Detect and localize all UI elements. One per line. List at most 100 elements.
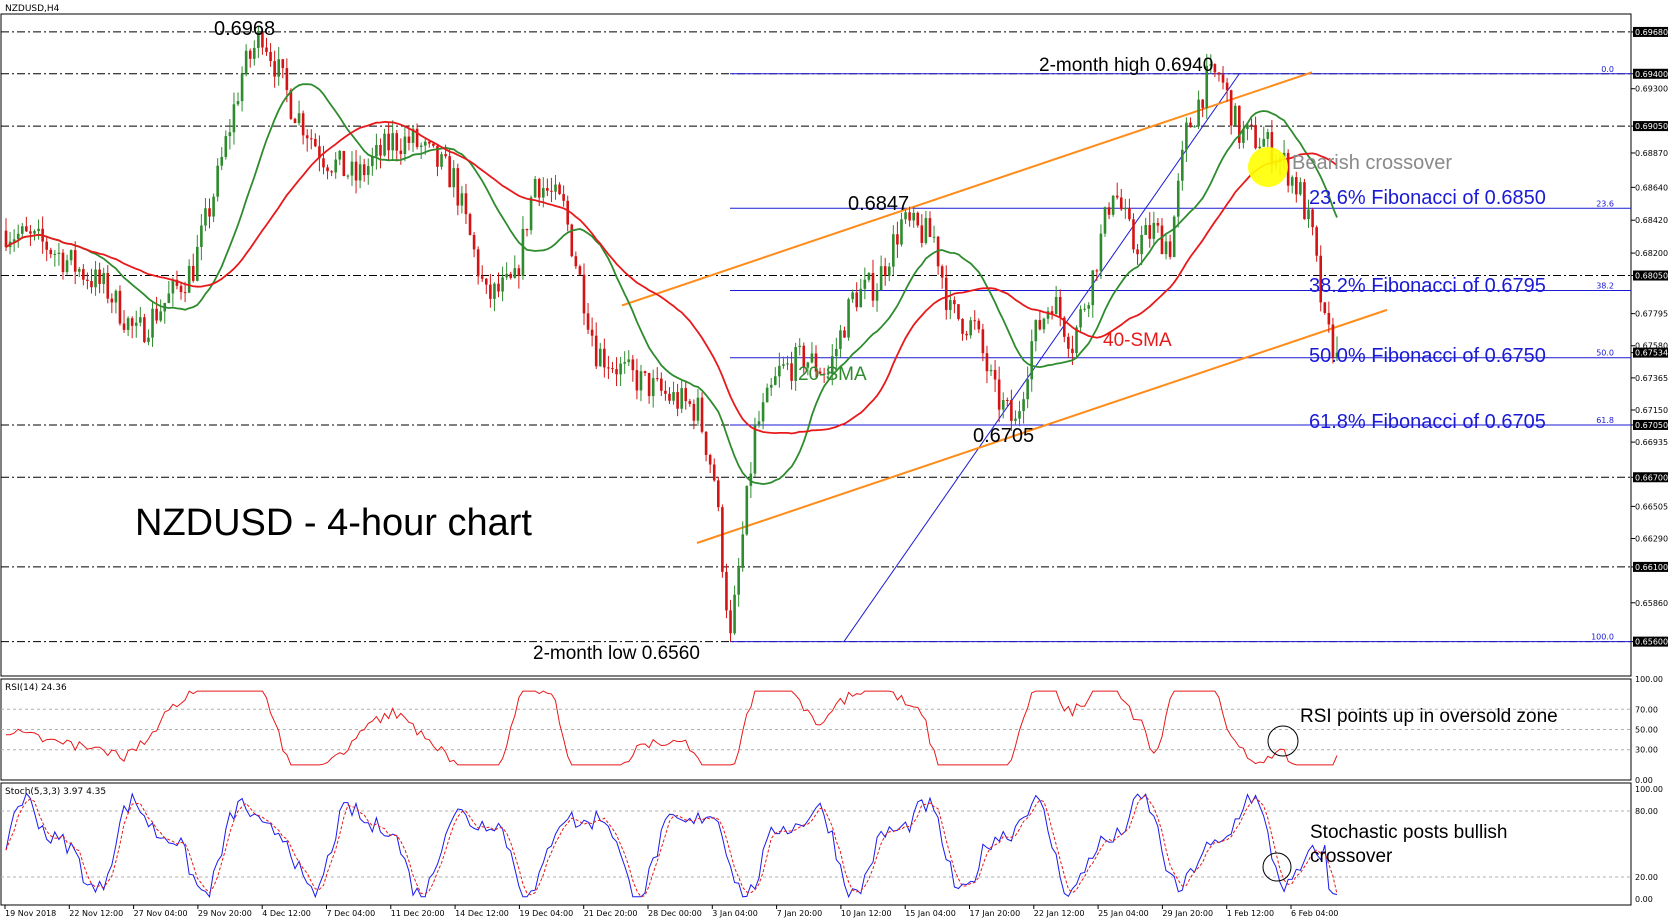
candle-body: [1185, 122, 1188, 150]
candle-body: [1067, 336, 1070, 349]
candle-body: [366, 166, 370, 176]
candle-body: [12, 239, 16, 242]
candle-body: [464, 193, 468, 215]
candle-body: [330, 171, 333, 173]
price-tick-label: 0.68640: [1635, 183, 1668, 192]
candle-body: [623, 362, 626, 364]
candle-body: [1132, 219, 1135, 250]
candle-body: [224, 136, 228, 157]
candle-body: [765, 387, 769, 403]
candle-body: [1327, 312, 1331, 325]
time-tick-label: 29 Jan 20:00: [1162, 909, 1213, 918]
candle-body: [456, 168, 460, 206]
rsi-level-label: 100.00: [1635, 675, 1663, 684]
candle-body: [1152, 222, 1156, 239]
candle-body: [957, 304, 960, 319]
candle-body: [1181, 149, 1184, 181]
candle-body: [130, 318, 134, 326]
candle-body: [794, 347, 797, 381]
candle-body: [252, 47, 256, 59]
candle-body: [1299, 182, 1302, 195]
label-peak-jan: 0.6847: [848, 193, 909, 215]
candle-body: [1209, 64, 1213, 66]
candle-body: [110, 298, 114, 303]
candle-body: [1010, 400, 1013, 421]
candle-body: [1315, 227, 1318, 256]
channel-upper: [621, 71, 1313, 307]
candle-body: [358, 164, 362, 181]
candle-body: [1233, 105, 1237, 126]
candle-body: [77, 269, 81, 272]
price-tick-label: 0.68870: [1635, 149, 1668, 158]
candle-body: [908, 212, 911, 221]
candle-body: [432, 143, 435, 146]
stoch-level-label: 80.00: [1635, 807, 1658, 816]
candle-body: [912, 212, 915, 221]
time-tick-label: 7 Dec 04:00: [327, 909, 376, 918]
candle-body: [49, 249, 53, 255]
candle-body: [712, 464, 716, 481]
candle-body: [102, 273, 105, 284]
candle-body: [208, 208, 211, 217]
channel-layer: [621, 71, 1388, 544]
candle-body: [248, 50, 252, 59]
candle-body: [379, 144, 382, 156]
candle-body: [887, 266, 891, 276]
stochastic-indicator: 100.00 80.00 20.00 0.00: [1, 785, 1663, 904]
stoch-circle-marker: [1262, 852, 1292, 882]
candle-body: [444, 154, 447, 157]
fib-pct-2: 38.2: [1596, 281, 1614, 290]
candle-body: [436, 145, 439, 167]
candle-body: [399, 150, 403, 155]
candle-body: [301, 113, 305, 136]
time-tick-label: 21 Dec 20:00: [584, 909, 638, 918]
candle-body: [375, 144, 378, 157]
fib-pct-5: 100.0: [1591, 633, 1614, 642]
price-tick-label: 0.68420: [1635, 216, 1668, 225]
candle-body: [191, 265, 195, 281]
candle-body: [20, 226, 24, 234]
candle-body: [863, 279, 867, 289]
time-tick-label: 22 Nov 12:00: [69, 909, 123, 918]
rsi-panel-frame: [0, 678, 1632, 781]
candle-body: [660, 378, 663, 391]
candle-body: [342, 150, 346, 177]
candle-body: [773, 376, 777, 385]
candle-body: [269, 51, 272, 62]
candle-body: [106, 273, 110, 299]
candle-body: [753, 425, 757, 474]
candle-body: [277, 59, 281, 77]
candle-body: [875, 290, 879, 301]
price-tick-label: 0.67795: [1635, 310, 1668, 319]
candle-body: [452, 168, 456, 188]
candle-body: [1083, 308, 1086, 310]
candle-body: [1062, 317, 1066, 337]
candle-body: [484, 278, 488, 285]
candle-body: [480, 276, 484, 279]
candle-body: [147, 337, 150, 343]
candle-body: [704, 431, 708, 455]
candle-body: [786, 363, 789, 365]
fib-pct-3: 50.0: [1596, 349, 1614, 358]
candle-body: [830, 356, 834, 373]
price-tick-label: 0.65600: [1635, 638, 1668, 647]
candle-body: [586, 313, 590, 330]
candle-body: [387, 133, 390, 151]
candle-body: [505, 273, 508, 278]
label-bearish-crossover: Bearish crossover: [1292, 152, 1452, 174]
candle-body: [721, 507, 724, 572]
candle-body: [973, 320, 977, 322]
candle-body: [729, 610, 732, 634]
candle-body: [1246, 124, 1249, 130]
candle-body: [501, 277, 504, 292]
candle-body: [651, 378, 655, 397]
stoch-label: Stoch(5,3,3) 3.97 4.35: [5, 787, 106, 797]
time-tick-label: 19 Nov 2018: [5, 909, 56, 918]
price-tag: [1633, 347, 1668, 358]
price-tick-label: 0.66505: [1635, 502, 1668, 511]
candle-body: [1164, 241, 1168, 255]
label-2month-high: 2-month high 0.6940: [1039, 55, 1213, 76]
candle-body: [1124, 207, 1127, 210]
candle-body: [1307, 209, 1310, 220]
rsi-level-label: 70.00: [1635, 705, 1658, 714]
